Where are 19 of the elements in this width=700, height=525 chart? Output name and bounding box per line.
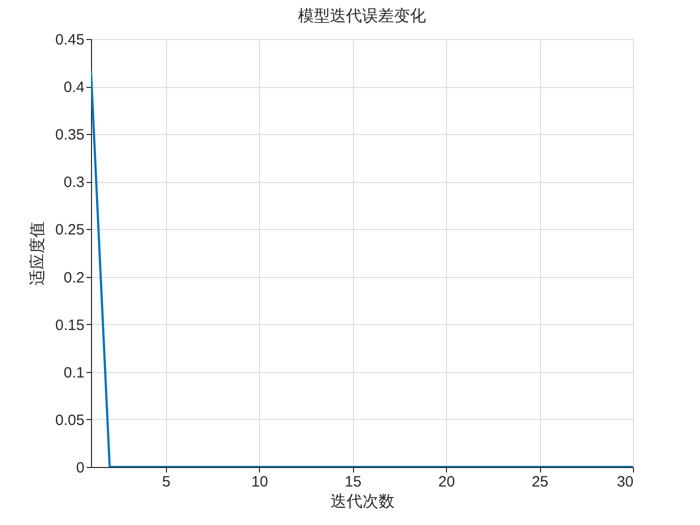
y-tick-label: 0.4 — [64, 79, 84, 96]
x-tick-label: 10 — [251, 474, 268, 490]
y-tick-label: 0.25 — [55, 222, 84, 239]
x-tick-label: 30 — [616, 474, 634, 490]
chart-title: 模型迭代误差变化 — [298, 7, 426, 25]
y-tick-label: 0.45 — [55, 32, 84, 48]
y-tick-label: 0.2 — [64, 269, 84, 286]
x-tick-label: 15 — [344, 474, 362, 490]
x-axis-title: 迭代次数 — [330, 492, 394, 510]
y-tick-label: 0.3 — [64, 174, 84, 192]
x-tick-label: 5 — [162, 474, 170, 490]
y-axis-title: 适应度值 — [28, 222, 46, 286]
y-tick-label: 0.35 — [55, 126, 84, 144]
y-tick-label: 0 — [76, 460, 84, 476]
x-tick-label: 20 — [438, 474, 455, 490]
y-tick-label: 0.05 — [55, 412, 84, 429]
y-tick-label: 0.15 — [55, 316, 84, 334]
y-tick-label: 0.1 — [64, 364, 84, 382]
x-tick-label: 25 — [532, 474, 548, 490]
